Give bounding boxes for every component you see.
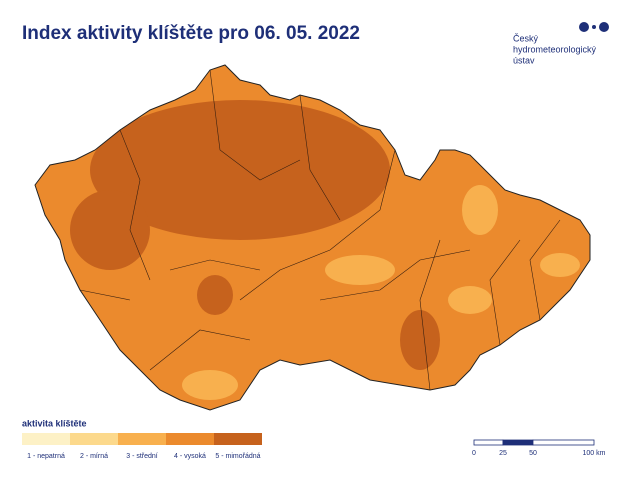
region-high: [400, 310, 440, 370]
scale-label: 0: [472, 450, 476, 457]
legend-label: 5 - mimořádná: [215, 453, 260, 460]
title: Index aktivity klíštěte pro 06. 05. 2022: [22, 23, 360, 44]
scale-segment: [532, 439, 595, 446]
logo-text: hydrometeorologický: [513, 44, 597, 54]
logo-dot: [592, 25, 596, 29]
legend-swatch: [22, 433, 70, 445]
legend-swatch: [118, 433, 166, 445]
logo-dot: [579, 22, 589, 32]
legend: 1 - nepatrná 2 - mírná 3 - střední 4 - vyso…: [22, 433, 262, 460]
scale-bar: 0 25 50 100 km: [472, 439, 606, 457]
legend-swatch: [166, 433, 214, 445]
legend-label: 1 - nepatrná: [27, 453, 65, 460]
legend-swatch: [70, 433, 118, 445]
district-borders: [79, 69, 561, 391]
region-high: [70, 190, 150, 270]
region-mid: [325, 255, 395, 285]
scale-label: 100 km: [583, 450, 606, 457]
legend-label: 2 - mírná: [80, 453, 108, 460]
legend-label: 4 - vysoká: [174, 453, 206, 460]
legend-swatch: [214, 433, 262, 445]
region-mid: [540, 253, 580, 277]
legend-title: aktivita klíštěte: [22, 418, 87, 428]
logo: Český hydrometeorologický ústav: [513, 22, 609, 65]
scale-segment: [473, 439, 504, 446]
logo-dot: [599, 22, 609, 32]
scale-label: 50: [529, 450, 537, 457]
scale-label: 25: [499, 450, 507, 457]
logo-text: Český: [513, 33, 539, 43]
region-mid: [448, 286, 492, 314]
logo-text: ústav: [513, 55, 535, 65]
legend-label: 3 - střední: [126, 453, 158, 460]
region-high: [197, 275, 233, 315]
scale-segment: [502, 439, 534, 446]
region-mid: [462, 185, 498, 235]
region-mid: [182, 370, 238, 400]
region-high: [90, 100, 390, 240]
